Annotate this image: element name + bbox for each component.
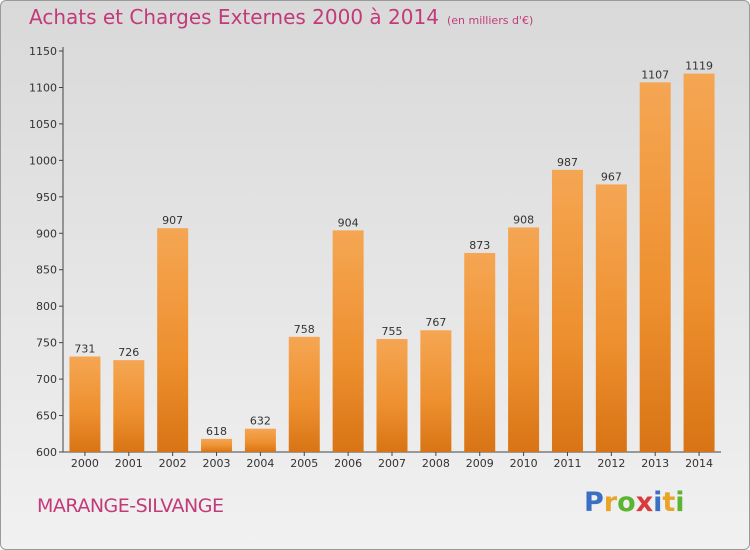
- y-tick-label: 850: [36, 264, 57, 277]
- x-tick-label: 2014: [685, 457, 713, 470]
- x-tick-label: 2002: [159, 457, 187, 470]
- logo-letter: i: [653, 487, 663, 518]
- data-label: 755: [382, 325, 403, 338]
- x-tick-label: 2005: [290, 457, 318, 470]
- y-tick-label: 800: [36, 300, 57, 313]
- data-label: 904: [338, 216, 359, 229]
- data-label: 967: [601, 170, 622, 183]
- y-tick-label: 600: [36, 446, 57, 459]
- bar: [551, 169, 583, 453]
- data-label: 1107: [641, 68, 669, 81]
- x-tick-label: 2009: [466, 457, 494, 470]
- x-tick-label: 2008: [422, 457, 450, 470]
- data-label: 632: [250, 415, 271, 428]
- bar: [683, 73, 715, 453]
- bar: [376, 338, 408, 452]
- bar: [464, 252, 496, 452]
- bar: [595, 184, 627, 452]
- y-tick-label: 950: [36, 191, 57, 204]
- x-tick-label: 2007: [378, 457, 406, 470]
- logo-letter: t: [662, 487, 676, 518]
- y-tick-label: 900: [36, 227, 57, 240]
- chart-title: Achats et Charges Externes 2000 à 2014 (e…: [29, 5, 533, 29]
- y-tick-label: 650: [36, 410, 57, 423]
- bar: [201, 438, 233, 452]
- data-label: 618: [206, 425, 227, 438]
- bar: [157, 228, 189, 452]
- bar-labels: 731 726 907 618 632 758 904 755 767 873 908 987 967 1…: [74, 60, 713, 438]
- x-tick-label: 2006: [334, 457, 362, 470]
- x-tick-label: 2000: [71, 457, 99, 470]
- data-label: 758: [294, 323, 315, 336]
- logo-letter: x: [635, 487, 654, 518]
- bar: [69, 356, 101, 452]
- x-tick-label: 2013: [641, 457, 669, 470]
- bar: [508, 227, 540, 452]
- chart-subtitle: (en milliers d'€): [446, 14, 534, 27]
- data-label: 1119: [685, 60, 713, 73]
- logo-letter: i: [675, 487, 685, 518]
- y-tick-label: 1000: [29, 154, 57, 167]
- y-tick-label: 700: [36, 373, 57, 386]
- y-tick-label: 750: [36, 337, 57, 350]
- logo-letter: P: [584, 487, 604, 518]
- bar: [244, 428, 276, 452]
- logo-letter: o: [617, 487, 636, 518]
- x-tick-label: 2012: [597, 457, 625, 470]
- logo-letter: r: [603, 487, 618, 518]
- x-tick-label: 2003: [203, 457, 231, 470]
- x-axis: 2000 2001 2002 2003 2004 2005 2006 2007 2008 2009…: [63, 451, 721, 470]
- y-tick-label: 1100: [29, 81, 57, 94]
- proxiti-logo: Proxiti: [584, 487, 685, 518]
- data-label: 987: [557, 156, 578, 169]
- y-tick-label: 1050: [29, 118, 57, 131]
- data-label: 731: [74, 342, 95, 355]
- y-axis: 600 650 700 750 800 850 900 950 1000 1050 1100 1150: [29, 45, 64, 459]
- x-tick-label: 2004: [246, 457, 274, 470]
- y-tick-label: 1150: [29, 45, 57, 58]
- data-label: 873: [469, 239, 490, 252]
- bar: [639, 82, 671, 453]
- data-label: 726: [118, 346, 139, 359]
- commune-name: MARANGE-SILVANGE: [37, 495, 224, 517]
- bars: [69, 73, 715, 453]
- x-tick-label: 2010: [510, 457, 538, 470]
- bar: [332, 230, 364, 452]
- bar: [420, 330, 452, 452]
- chart-title-text: Achats et Charges Externes 2000 à 2014: [29, 5, 439, 29]
- bar: [113, 360, 145, 452]
- x-tick-label: 2011: [553, 457, 581, 470]
- data-label: 767: [425, 316, 446, 329]
- bar: [288, 336, 320, 452]
- data-label: 907: [162, 214, 183, 227]
- x-tick-label: 2001: [115, 457, 143, 470]
- data-label: 908: [513, 213, 534, 226]
